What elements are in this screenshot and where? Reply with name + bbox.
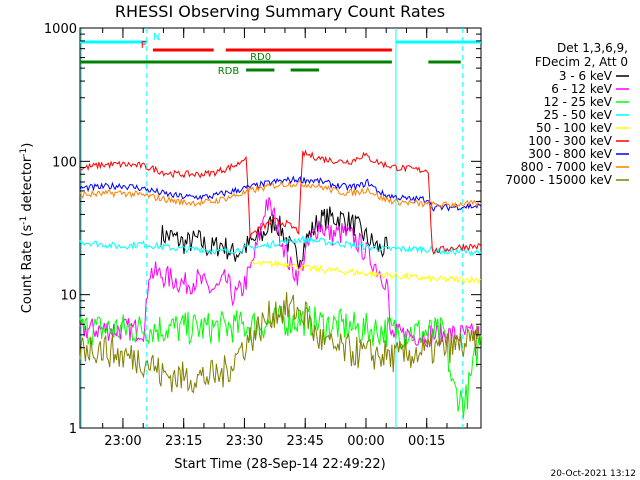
legend-label-6: 300 - 800 keV [528, 147, 612, 161]
y-tick-label-2: 10 [60, 289, 77, 304]
plot-area: NF RD0 RDB [79, 27, 482, 429]
y-axis-title-sup2: -1 [19, 148, 29, 157]
svg-text:Count Rate (s-1 detector-1): Count Rate (s-1 detector-1) [19, 143, 35, 314]
legend-label-0: 3 - 6 keV [559, 69, 613, 83]
legend-label-5: 100 - 300 keV [528, 134, 612, 148]
series-line-3 [79, 234, 482, 257]
legend: Det 1,3,6,9, FDecim 2, Att 0 3 - 6 keV6 … [505, 41, 629, 187]
legend-label-3: 25 - 50 keV [544, 108, 613, 122]
chart-title: RHESSI Observing Summary Count Rates [115, 2, 445, 21]
series-line-4 [249, 259, 482, 285]
y-tick-label-1: 100 [52, 155, 77, 170]
legend-label-8: 7000 - 15000 keV [505, 173, 612, 187]
legend-header-line2: FDecim 2, Att 0 [535, 55, 628, 69]
flag-bar-label-2: RD0 [250, 52, 271, 63]
y-axis-title: Count Rate (s-1 detector-1) [19, 143, 35, 314]
series-line-2 [79, 304, 482, 419]
x-axis-title: Start Time (28-Sep-14 22:49:22) [174, 457, 385, 472]
legend-label-1: 6 - 12 keV [551, 82, 613, 96]
x-tick-label-5: 00:15 [408, 434, 445, 449]
flag-bar-label-3: RDB [218, 66, 240, 77]
plot-frame [79, 27, 482, 429]
x-tick-label-4: 00:00 [347, 434, 384, 449]
y-tick-label-3: 1 [69, 422, 77, 437]
x-tick-label-2: 23:30 [226, 434, 263, 449]
flag-bar-label-1: F [141, 40, 147, 51]
legend-header-line1: Det 1,3,6,9, [557, 41, 628, 55]
legend-label-2: 12 - 25 keV [544, 95, 613, 109]
x-tick-label-3: 23:45 [286, 434, 323, 449]
y-tick-label-0: 1000 [44, 22, 77, 37]
series-line-5 [79, 149, 482, 256]
series-line-1 [79, 197, 482, 348]
x-tick-label-0: 23:00 [104, 434, 141, 449]
y-axis-title-part: Count Rate (s [20, 225, 35, 314]
legend-label-7: 800 - 7000 keV [521, 160, 613, 174]
y-axis-title-mid: detector [20, 156, 35, 216]
legend-label-4: 50 - 100 keV [536, 121, 613, 135]
y-axis-title-end: ) [20, 143, 35, 148]
x-tick-label-1: 23:15 [165, 434, 202, 449]
y-axis-title-sup: -1 [19, 216, 29, 225]
series-line-7 [79, 179, 482, 210]
series-line-6 [79, 175, 482, 212]
flag-bar-label-0: N [153, 32, 160, 43]
series-line-8 [79, 291, 482, 394]
footer-timestamp: 20-Oct-2021 13:12 [551, 469, 636, 479]
